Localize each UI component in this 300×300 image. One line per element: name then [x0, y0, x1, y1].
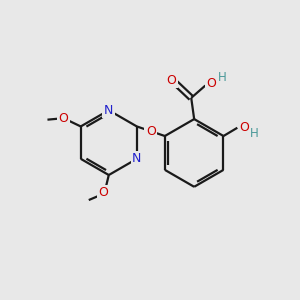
Text: O: O	[206, 77, 216, 90]
Text: O: O	[239, 121, 249, 134]
Text: O: O	[98, 186, 108, 199]
Text: N: N	[104, 104, 113, 117]
Text: H: H	[250, 127, 259, 140]
Text: H: H	[218, 71, 226, 84]
Text: O: O	[146, 125, 156, 138]
Text: O: O	[59, 112, 69, 125]
Text: N: N	[132, 152, 142, 165]
Text: O: O	[167, 74, 176, 87]
